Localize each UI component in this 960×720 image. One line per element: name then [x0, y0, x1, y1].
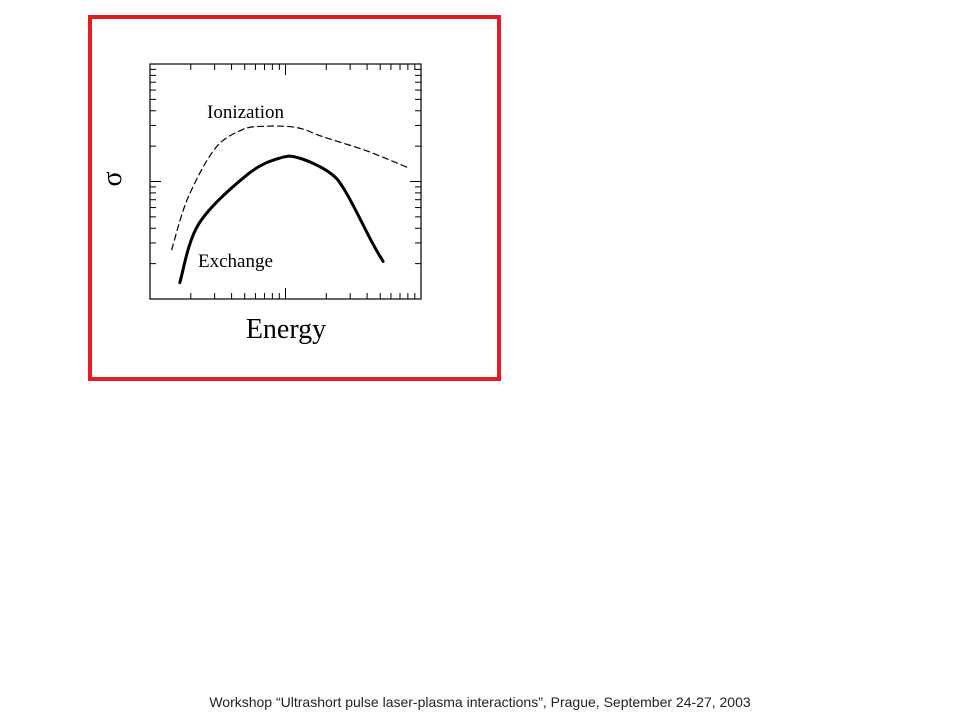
annotation-exchange: Exchange: [198, 251, 273, 272]
footer-text: Workshop “Ultrashort pulse laser-plasma …: [209, 694, 751, 710]
plot-border: [149, 63, 422, 300]
figure-frame: Ionization Exchange Energy σ: [88, 15, 501, 381]
annotation-ionization: Ionization: [207, 102, 285, 123]
cross-section-plot: Ionization Exchange Energy σ: [97, 63, 422, 345]
axes: [149, 63, 422, 300]
series-line-ionization: [171, 125, 408, 251]
x-axis-label: Energy: [246, 314, 326, 345]
series-group: [171, 125, 408, 285]
series-line-exchange: [178, 154, 385, 285]
y-axis-label: σ: [97, 171, 128, 186]
